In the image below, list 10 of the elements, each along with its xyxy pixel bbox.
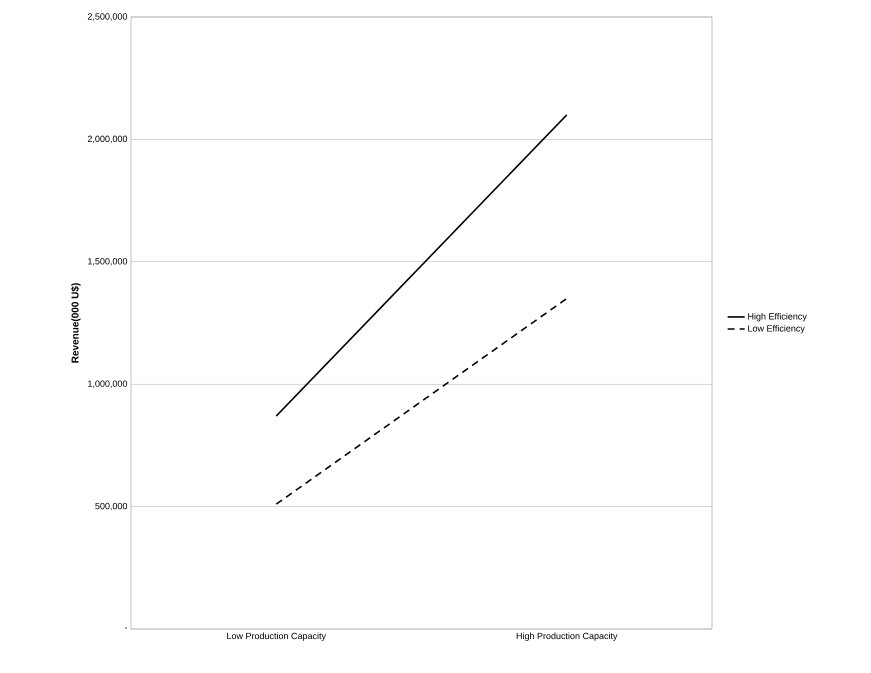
y-tick-label: 1,500,000 bbox=[88, 258, 128, 266]
y-tick-label: 1,000,000 bbox=[88, 380, 128, 388]
y-tick-label: 2,500,000 bbox=[88, 13, 128, 21]
x-tick-label: Low Production Capacity bbox=[227, 632, 326, 641]
x-tick-label: High Production Capacity bbox=[516, 632, 618, 641]
y-tick-label: 500,000 bbox=[95, 502, 128, 510]
legend-label: Low Efficiency bbox=[748, 324, 805, 334]
y-axis-title: Revenue(000 U$) bbox=[71, 283, 81, 363]
legend-label: High Efficiency bbox=[748, 312, 807, 322]
y-tick-label: 2,000,000 bbox=[88, 136, 128, 144]
